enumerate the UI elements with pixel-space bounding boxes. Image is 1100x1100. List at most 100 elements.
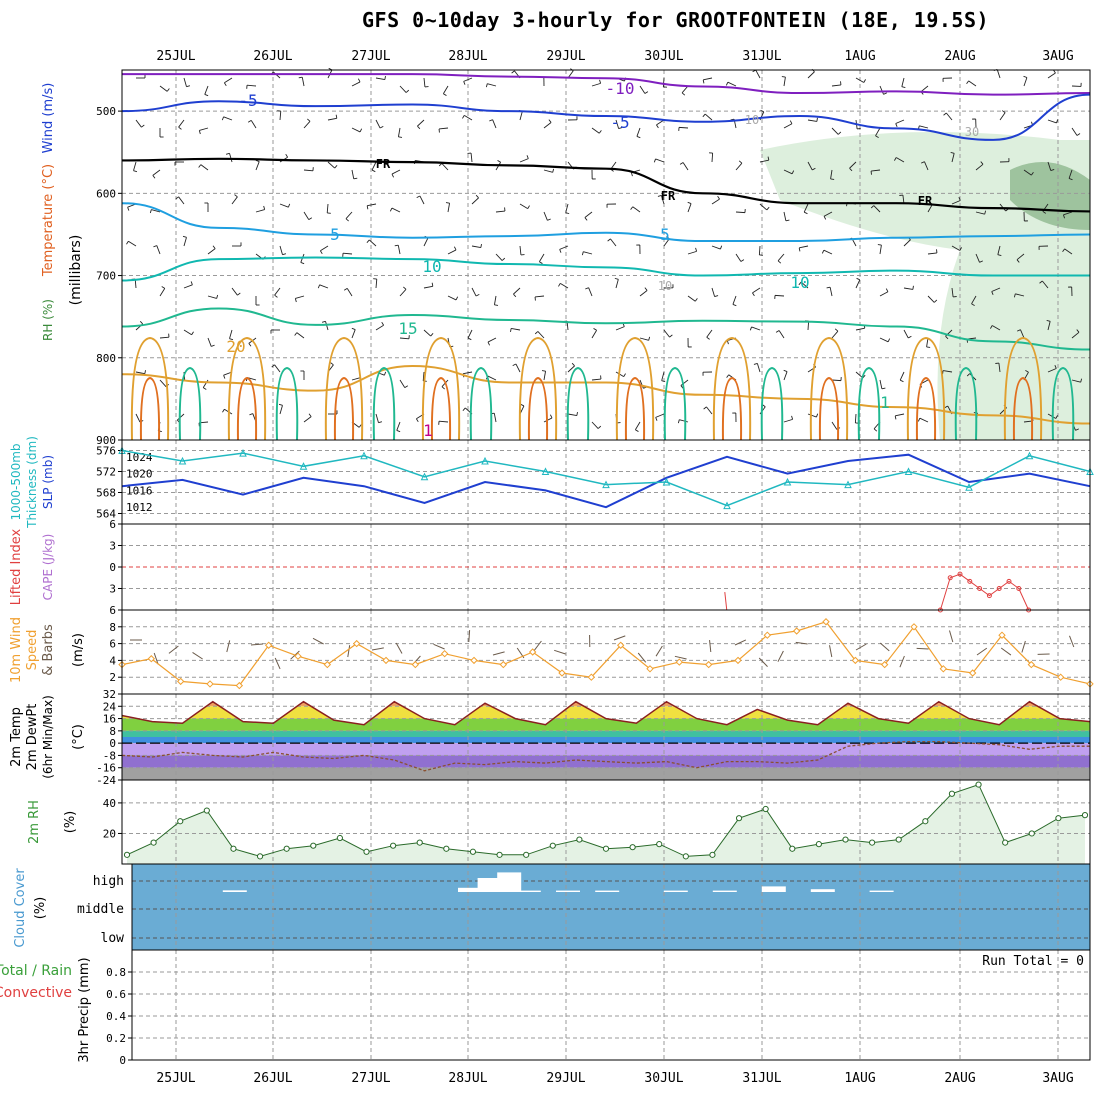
wind-barb-flag [1076,133,1081,136]
wind-barb [399,337,410,340]
surface-wind-barb [655,645,663,657]
wind-barb-flag [997,254,1002,257]
wind-barb [511,327,521,331]
wind-barb-flag [383,371,387,376]
wind-speed-marker [880,660,889,669]
wind-barb [901,77,905,87]
wind-barb-flag [789,120,793,124]
rh-marker [150,839,157,846]
wind-barb [255,161,260,171]
surface-rh-panel: 20 40 2m RH (%) [27,780,1090,864]
wind-barb [559,245,569,250]
wind-barb-flag [894,157,897,161]
wind-barb [471,287,477,297]
ylabel-cape: CAPE (J/kg) [41,534,55,601]
isotherm-FR [121,157,1091,213]
wind-barb [246,84,257,87]
wind-barb-flag [959,247,962,251]
ylabel-wind-a: 10m Wind [9,617,24,683]
wind-barb-flag [294,298,297,303]
wind-speed-marker [704,660,713,669]
contour-label: FR [918,194,933,208]
rh-marker [842,836,849,843]
wind-barb-flag [681,92,686,96]
wind-barb-flag [294,332,298,336]
wind-barb [968,80,977,87]
ylabel-temp-a: 2m Temp [9,707,24,767]
wind-barb-flag [656,124,659,129]
wind-barb-flag [873,428,878,432]
panel-frame-wind [121,609,1091,695]
date-label-top-29JUL: 29JUL [546,49,585,64]
isotherm-cell-25 [624,376,646,441]
surface-wind-barb [855,643,867,651]
wind-barb-flag [944,405,948,409]
isotherm-10 [121,256,1090,282]
wind-barb-flag [321,320,326,323]
wind-barbs [126,67,1083,433]
wind-barb [183,237,187,247]
isotherm-cell-25 [139,376,161,441]
wind-barb [303,169,314,172]
wind-barb [471,245,481,249]
rh-marker [762,805,769,813]
date-label-bottom-29JUL: 29JUL [546,1071,585,1086]
wind-speed-marker [440,649,449,658]
isotherm-cell-25 [430,376,452,441]
wind-barb-flag [202,387,207,390]
ylabel-rh: RH (%) [41,299,55,341]
rh-marker [682,853,689,860]
wind-speed-marker [528,648,537,656]
surface-wind-barb [168,645,179,654]
wind-barb-flag [1013,293,1016,298]
wind-barb-flag [732,304,737,307]
wind-barb-flag [717,195,720,200]
wind-barb [855,77,865,83]
wind-barb [951,200,961,205]
thickness-marker [239,449,247,457]
wind-barb [543,122,552,129]
wind-barb-flag [655,417,658,421]
wind-barb-flag [766,206,770,211]
wind-barb-flag [753,362,758,365]
wind-barb [417,119,425,127]
ylabel-wind-b: Speed [25,630,40,671]
wind-barb-flag [585,287,589,290]
contour-label: -10 [606,79,635,98]
surface-wind-panel: 2 4 6 8 10m Wind Speed & Barbs (m/s) [9,610,1094,694]
wind-barb-flag [900,379,904,383]
wind-barb [899,371,905,381]
wind-barb-flag [445,202,450,204]
wind-barb [399,289,407,297]
wind-barb [751,326,761,331]
wind-barb-flag [204,93,209,97]
y-tick-label: 500 [96,105,116,118]
y-tick-label: 4 [109,654,116,667]
wind-barb-flag [958,196,961,201]
wind-barb [156,245,161,255]
wind-barb-flag [870,205,875,209]
wind-barb-flag [248,343,252,347]
isotherm-cell-25 [818,376,840,441]
surface-wind-barb [829,645,833,658]
isotherm-cell-15 [1051,366,1075,441]
y-tick-label: 32 [103,688,116,701]
wind-barb-flag [584,217,588,221]
wind-barb [250,120,257,129]
surface-wind-barb [758,657,768,667]
wind-barb [849,161,857,169]
wind-barb [687,203,692,213]
wind-speed-marker [734,656,742,665]
wind-barb [687,250,697,255]
wind-barb [463,371,473,375]
wind-barb [783,123,793,129]
slp-thickness-panel: 564 568 572 576 1012 1016 1020 1024 1000-500mb Th… [9,436,1094,529]
wind-barb [807,119,817,122]
wind-barb-flag [895,123,898,128]
rh-marker [709,851,716,858]
li-marker [977,586,983,591]
wind-barb-flag [823,216,827,220]
wind-barb-flag [384,75,386,80]
wind-barb-flag [830,178,835,180]
surface-wind-barb [533,640,542,651]
